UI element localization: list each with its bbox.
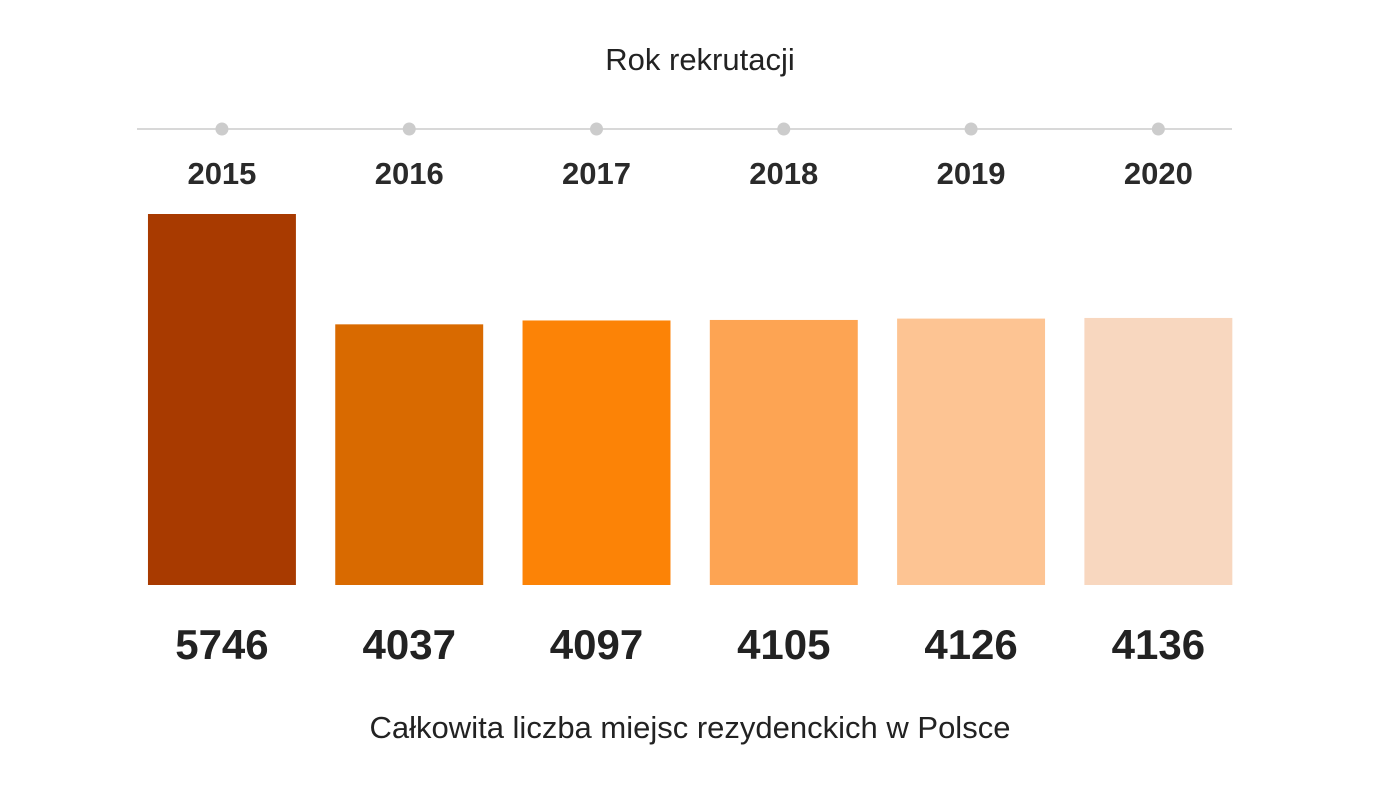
axis-dot [964,122,978,136]
x-tick-label: 2017 [562,156,631,191]
x-tick-label: 2016 [375,156,444,191]
axis-dot [402,122,416,136]
axis-dot [215,122,229,136]
value-label: 4126 [924,621,1017,668]
value-label: 4105 [737,621,830,668]
bar [1084,317,1233,585]
value-caption: Całkowita liczba miejsc rezydenckich w P… [370,710,1011,745]
value-label: 4136 [1112,621,1205,668]
axis-dot [777,122,791,136]
bar [897,318,1046,585]
bar [335,324,484,585]
x-tick-label: 2019 [937,156,1006,191]
x-tick-label: 2018 [749,156,818,191]
bar [522,320,671,585]
value-label: 4037 [363,621,456,668]
value-label: 5746 [175,621,268,668]
axis-dot [590,122,604,136]
bar [709,319,858,585]
x-tick-label: 2020 [1124,156,1193,191]
bar [147,214,296,585]
axis-dot [1151,122,1165,136]
value-label: 4097 [550,621,643,668]
x-tick-label: 2015 [187,156,256,191]
x-axis-title: Rok rekrutacji [605,42,795,77]
